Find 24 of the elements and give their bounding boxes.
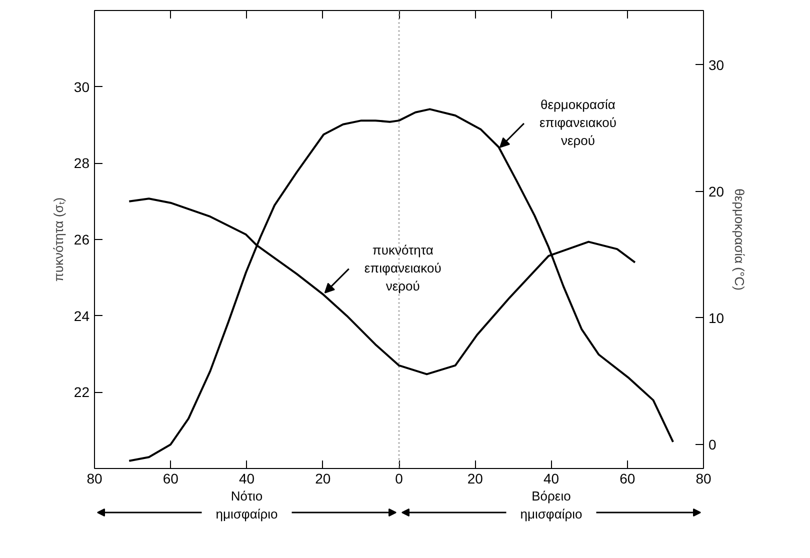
x-tick-label: 80: [86, 470, 102, 486]
y-tick-label: 22: [74, 384, 90, 400]
x-tick-label: 60: [620, 470, 636, 486]
annotation: θερμοκρασία επιφανειακού νερού: [539, 96, 616, 148]
x-tick-label: 40: [543, 470, 560, 486]
text: Βόρειο ημισφαίριο: [520, 488, 582, 522]
x-tick-label: 20: [467, 470, 484, 486]
y-tick-label: 30: [74, 78, 90, 95]
x-tick-label: 80: [696, 470, 712, 486]
x-tick-label: 60: [162, 470, 179, 486]
y-tick-label: 24: [74, 308, 90, 324]
y2-tick-label: 0: [708, 436, 716, 452]
y2-tick-label: 30: [708, 56, 724, 73]
x-tick-label: 20: [315, 470, 331, 486]
y2-tick-label: 10: [708, 310, 724, 326]
y-axis-title: πυκνότητα (σₜ): [50, 197, 66, 282]
y2-tick-label: 20: [708, 183, 724, 200]
y-tick-label: 26: [74, 232, 90, 248]
x-tick-label: 0: [395, 470, 404, 486]
x-tick-label: 40: [238, 470, 255, 486]
annotation: πυκνότητα επιφανειακού νερού: [364, 242, 442, 294]
y2-axis-title: θερμοκρασία (°C): [732, 188, 748, 290]
text: Νότιο ημισφαίριο: [216, 488, 278, 522]
y-tick-label: 28: [74, 155, 90, 172]
